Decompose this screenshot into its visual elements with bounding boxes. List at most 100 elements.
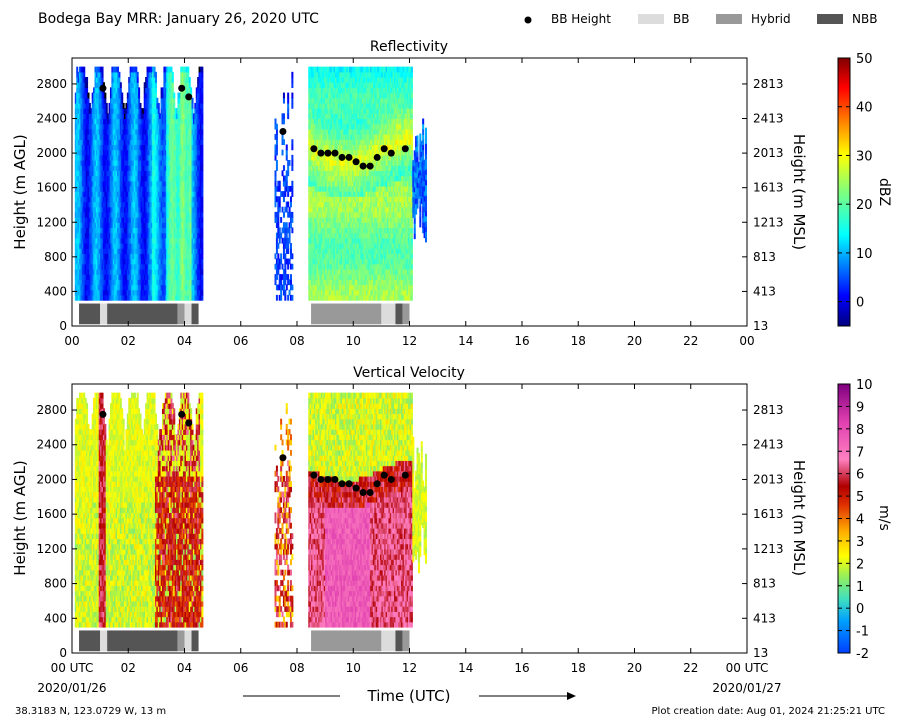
x-tick-label: 00 — [64, 334, 79, 348]
legend-marker-bb-height — [524, 16, 532, 24]
bb-height-point-0 — [99, 410, 107, 418]
x-tick-label: 08 — [289, 334, 304, 348]
bb-height-point-4 — [310, 145, 318, 153]
bb-type-strip-nbb-5 — [191, 303, 199, 325]
y-tick-label: 2400 — [36, 112, 67, 126]
bb-type-strip-nbb-8 — [395, 303, 403, 325]
bb-type-strip-nbb-0 — [79, 303, 101, 325]
y-tick-label: 2400 — [36, 438, 67, 452]
location-text: 38.3183 N, 123.0729 W, 13 m — [15, 706, 166, 717]
y-right-tick-label: 13 — [753, 646, 768, 660]
bb-height-point-11 — [359, 488, 367, 496]
bb-height-point-8 — [338, 153, 346, 161]
y-right-tick-label: 413 — [753, 284, 776, 298]
x-tick-label: 06 — [233, 661, 248, 675]
time-arrow-head — [567, 692, 576, 700]
bb-height-point-1 — [178, 410, 186, 418]
bb-height-point-10 — [352, 484, 360, 492]
x-tick-label: 00 — [739, 334, 754, 348]
bb-type-strip-bb-4 — [184, 303, 192, 325]
bb-height-point-3 — [279, 454, 287, 462]
x-tick-label: 10 — [346, 334, 361, 348]
reflectivity-segment-1 — [274, 71, 294, 301]
x-tick-label: 20 — [627, 661, 642, 675]
bb-height-point-6 — [324, 149, 332, 157]
bb-height-point-12 — [366, 162, 374, 170]
y-right-tick-label: 2413 — [753, 112, 784, 126]
date-end: 2020/01/27 — [712, 681, 781, 695]
x-tick-label: 02 — [121, 334, 136, 348]
y-tick-label: 400 — [44, 284, 67, 298]
colorbar-tick-label: 0 — [856, 602, 864, 617]
bb-type-strip-hybrid-3 — [177, 630, 185, 652]
x-tick-label: 20 — [627, 334, 642, 348]
colorbar-tick-label: 9 — [856, 400, 864, 415]
y-right-tick-label: 1213 — [753, 542, 784, 556]
y-right-tick-label: 2413 — [753, 438, 784, 452]
x-tick-label: 02 — [121, 661, 136, 675]
x-tick-label: 04 — [177, 661, 192, 675]
bb-type-strip-bb-4 — [184, 630, 192, 652]
velocity-colorbar-label: m/s — [876, 505, 892, 531]
velocity-ylabel-right: Height (m MSL) — [790, 460, 808, 576]
y-right-tick-label: 813 — [753, 250, 776, 264]
bb-height-point-0 — [99, 84, 107, 92]
velocity-segment-1 — [274, 403, 294, 628]
legend-swatch-hybrid — [716, 14, 742, 24]
colorbar-tick-label: 1 — [856, 580, 864, 595]
figure-title: Bodega Bay MRR: January 26, 2020 UTC — [38, 11, 319, 27]
reflectivity-panel: Reflectivity 00 02 04 06 08 10 12 14 16 18 20 22 000… — [11, 39, 892, 348]
reflectivity-heatmap — [74, 66, 427, 325]
colorbar-tick-label: 4 — [856, 513, 864, 528]
creation-date-text: Plot creation date: Aug 01, 2024 21:25:2… — [652, 706, 885, 717]
bb-height-point-6 — [324, 475, 332, 483]
x-tick-label: 14 — [458, 334, 473, 348]
bb-type-strip-nbb-2 — [107, 303, 178, 325]
bb-height-point-16 — [401, 145, 409, 153]
bb-type-strip-bb-7 — [381, 630, 396, 652]
reflectivity-ylabel: Height (m AGL) — [11, 134, 29, 249]
colorbar-tick-label: 30 — [856, 149, 873, 164]
reflectivity-segment-2 — [308, 66, 427, 301]
x-tick-label: 22 — [683, 661, 698, 675]
bb-type-strip-hybrid-9 — [402, 303, 410, 325]
x-tick-label: 06 — [233, 334, 248, 348]
velocity-axes: 00 UTC 02 04 06 08 10 12 14 16 18 20 22 00 UTC040080… — [36, 384, 784, 675]
x-tick-label: 18 — [571, 661, 586, 675]
reflectivity-axes: 00 02 04 06 08 10 12 14 16 18 20 22 0004008001200160… — [36, 58, 784, 348]
colorbar-tick-label: 3 — [856, 535, 864, 550]
y-tick-label: 800 — [44, 577, 67, 591]
bb-height-point-4 — [310, 471, 318, 479]
bb-height-point-15 — [387, 475, 395, 483]
bb-type-strip-hybrid-3 — [177, 303, 185, 325]
x-tick-label: 18 — [571, 334, 586, 348]
bb-type-strip-bb-1 — [100, 630, 108, 652]
velocity-segment-2 — [308, 392, 427, 628]
y-right-tick-label: 1613 — [753, 507, 784, 521]
colorbar-tick-label: 2 — [856, 557, 864, 572]
reflectivity-colorbar-label: dBZ — [876, 178, 892, 206]
y-tick-label: 2800 — [36, 403, 67, 417]
reflectivity-colorbar-ticks: 0 10 20 30 40 50 — [838, 52, 873, 311]
bb-height-point-14 — [380, 145, 388, 153]
bb-height-point-9 — [345, 480, 353, 488]
y-right-tick-label: 2013 — [753, 146, 784, 160]
legend-label-bb: BB — [673, 12, 689, 26]
y-right-tick-label: 2813 — [753, 403, 784, 417]
reflectivity-colorbar — [837, 57, 851, 327]
legend-swatch-bb — [638, 14, 664, 24]
bb-height-point-1 — [178, 84, 186, 92]
colorbar-tick-label: 20 — [856, 198, 873, 213]
bb-height-point-7 — [331, 475, 339, 483]
colorbar-tick-label: -1 — [856, 625, 869, 640]
colorbar-tick-label: 10 — [856, 247, 873, 262]
colorbar-tick-label: 8 — [856, 423, 864, 438]
legend: BB Height BB Hybrid NBB — [524, 12, 877, 26]
bb-height-point-10 — [352, 158, 360, 166]
y-tick-label: 1200 — [36, 542, 67, 556]
colorbar-tick-label: 0 — [856, 296, 864, 311]
x-tick-label: 14 — [458, 661, 473, 675]
reflectivity-title: Reflectivity — [370, 39, 448, 55]
y-tick-label: 400 — [44, 611, 67, 625]
bb-height-point-2 — [185, 93, 193, 101]
